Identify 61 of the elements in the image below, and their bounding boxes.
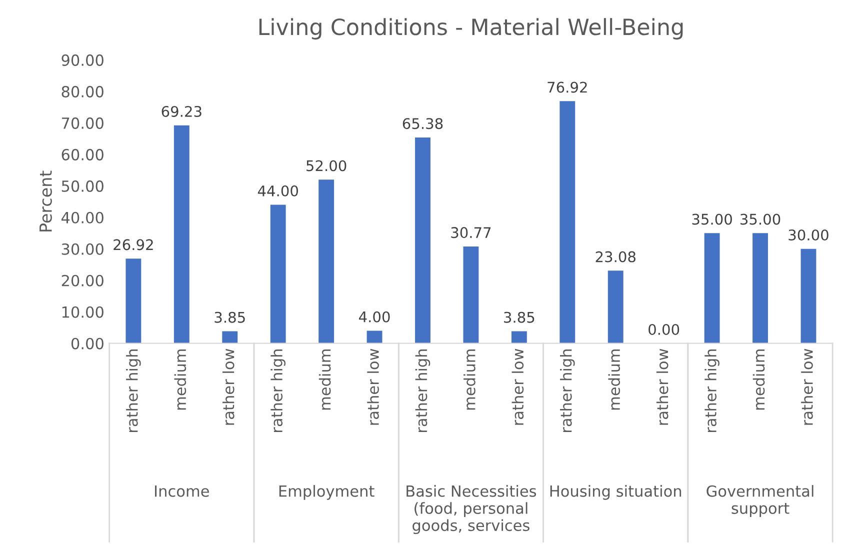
x-tick-label: rather low	[801, 348, 813, 425]
bar	[752, 233, 768, 344]
bar	[415, 137, 430, 344]
y-tick-label: 30.00	[62, 243, 104, 255]
x-tick-label: medium	[318, 350, 331, 410]
data-label: 23.08	[596, 251, 636, 262]
y-tick-label: 20.00	[62, 274, 104, 286]
x-tick-label: medium	[752, 350, 765, 410]
y-tick-label: 70.00	[62, 117, 104, 129]
data-label: 35.00	[692, 214, 732, 225]
data-label: 26.92	[114, 239, 153, 250]
bar	[608, 270, 624, 344]
y-tick-label: 60.00	[62, 148, 104, 160]
bar	[222, 331, 238, 344]
bar	[463, 246, 479, 344]
data-label: 3.85	[214, 312, 245, 323]
y-tick-label: 90.00	[62, 54, 104, 66]
y-tick-label: 40.00	[61, 212, 104, 224]
x-tick-label: rather high	[270, 350, 286, 432]
data-label: 76.92	[548, 82, 587, 93]
y-tick-label: 0.00	[71, 338, 104, 350]
x-tick-label: rather high	[704, 350, 720, 432]
text: Housing situation	[550, 485, 682, 500]
y-tick-label: 50.00	[62, 180, 104, 192]
x-tick-label: rather high	[560, 350, 575, 432]
data-label: 69.23	[162, 106, 202, 117]
text: Employment	[279, 485, 374, 500]
data-label: 0.00	[648, 324, 680, 335]
data-label: 30.00	[788, 229, 828, 240]
x-tick-label: medium	[608, 350, 620, 410]
x-tick-label: medium	[464, 350, 476, 410]
x-tick-label: rather low	[367, 348, 379, 425]
data-label: 30.77	[451, 227, 491, 238]
x-tick-label: rather high	[415, 350, 430, 432]
y-tick-label: 10.00	[62, 306, 104, 318]
bar	[318, 180, 334, 344]
y-tick-label: 80.00	[62, 86, 104, 98]
x-tick-label: rather low	[512, 348, 524, 425]
x-tick-label: medium	[174, 350, 186, 410]
text: Governmental support	[706, 485, 814, 517]
data-label: 35.00	[740, 214, 780, 225]
data-label: 3.85	[504, 312, 534, 323]
bar	[366, 330, 382, 344]
bar	[560, 101, 576, 344]
text: Income	[155, 486, 209, 497]
x-tick-label: rather low	[222, 348, 234, 425]
data-label: 65.38	[402, 118, 443, 130]
text: Basic Necessities (food, personal goods, services	[406, 485, 536, 534]
bar	[800, 248, 816, 344]
bar	[270, 204, 286, 344]
bar	[704, 233, 720, 344]
x-tick-label: rather high	[126, 350, 141, 432]
x-tick-label: rather low	[656, 348, 668, 425]
data-label: 44.00	[258, 185, 298, 196]
bar	[126, 258, 142, 344]
y-axis-title: Percent	[40, 170, 52, 232]
bar	[511, 331, 527, 344]
bar	[174, 125, 190, 344]
chart-title: Living Conditions - Material Well-Being	[259, 18, 683, 40]
data-label: 52.00	[306, 160, 346, 172]
data-label: 4.00	[359, 311, 390, 322]
